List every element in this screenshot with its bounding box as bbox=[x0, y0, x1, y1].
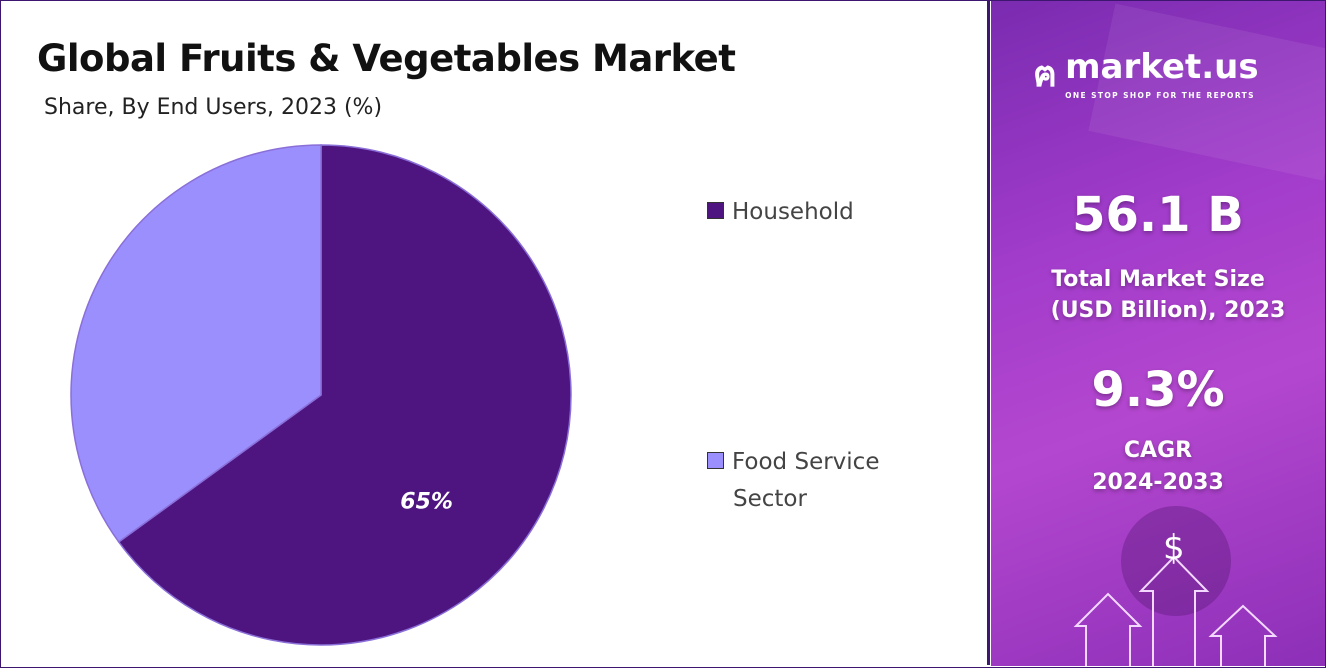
market-size-label: Total Market Size bbox=[1051, 267, 1265, 292]
chart-subtitle: Share, By End Users, 2023 (%) bbox=[44, 95, 383, 120]
logo-icon: ฅ bbox=[1033, 54, 1058, 95]
background-decor bbox=[1073, 3, 1325, 666]
legend-label-cont: Sector bbox=[733, 486, 807, 512]
dollar-icon: $ bbox=[1163, 528, 1185, 568]
brand-name: market.us bbox=[1065, 47, 1259, 87]
chart-panel: Global Fruits & Vegetables Market Share,… bbox=[1, 1, 990, 665]
legend-swatch-food-service bbox=[707, 452, 724, 469]
cagr-label: CAGR bbox=[1123, 438, 1193, 463]
legend-label: Food Service bbox=[732, 449, 880, 475]
cagr-value: 9.3% bbox=[1091, 362, 1225, 418]
up-arrows-icon bbox=[1073, 555, 1278, 666]
legend-item-household: Household bbox=[707, 199, 854, 225]
stats-sidebar: ฅ market.us ONE STOP SHOP FOR THE REPORT… bbox=[991, 1, 1325, 666]
brand-tagline: ONE STOP SHOP FOR THE REPORTS bbox=[1065, 91, 1255, 100]
data-label: 65% bbox=[400, 489, 453, 514]
cagr-period: 2024-2033 bbox=[1092, 470, 1224, 495]
legend-label: Household bbox=[732, 199, 854, 225]
pie-slice-food-service-sector bbox=[70, 144, 322, 543]
market-size-unit: (USD Billion), 2023 bbox=[1050, 298, 1286, 323]
legend-swatch-household bbox=[707, 202, 724, 219]
market-size-value: 56.1 B bbox=[1072, 187, 1244, 243]
brand-logo: ฅ market.us ONE STOP SHOP FOR THE REPORT… bbox=[1033, 45, 1259, 102]
pie-chart: 65% bbox=[70, 144, 572, 646]
chart-title: Global Fruits & Vegetables Market bbox=[37, 37, 736, 80]
pie-slice-household bbox=[117, 144, 572, 646]
legend-item-food-service: Food Service Sector bbox=[707, 444, 879, 518]
